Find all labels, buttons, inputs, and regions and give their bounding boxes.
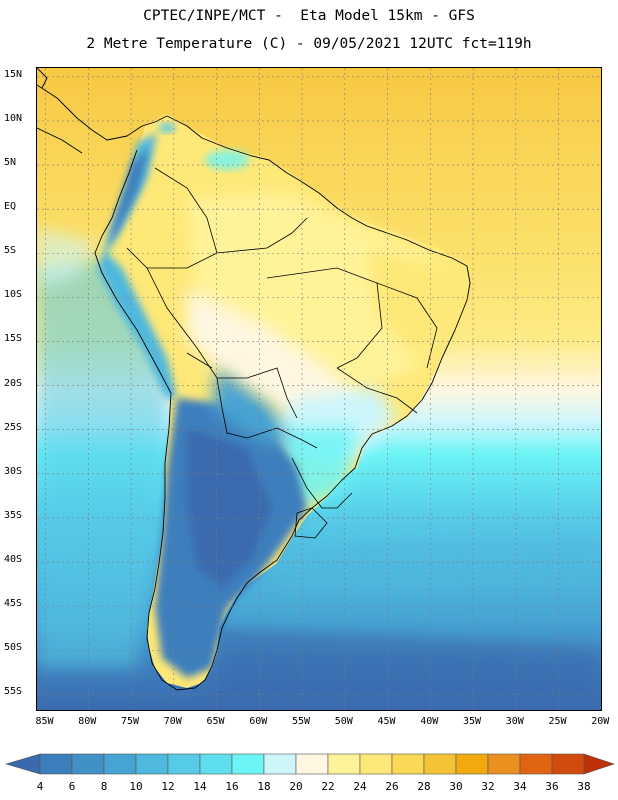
colorbar-swatch: [263, 753, 297, 775]
chart-subtitle: 2 Metre Temperature (C) - 09/05/2021 12U…: [86, 36, 532, 52]
colorbar-swatch: [135, 753, 169, 775]
lon-tick-label: 25W: [548, 716, 567, 727]
colorbar-label: 16: [225, 780, 238, 793]
colorbar-swatch: [487, 753, 521, 775]
colorbar-label: 10: [129, 780, 142, 793]
lon-tick-label: 35W: [463, 716, 482, 727]
lon-tick-label: 45W: [377, 716, 396, 727]
colorbar-label: 14: [193, 780, 207, 793]
lon-tick-label: 70W: [163, 716, 182, 727]
country-borders: [126, 167, 438, 539]
lon-tick-label: 30W: [505, 716, 524, 727]
colorbar-label: 24: [353, 780, 367, 793]
colorbar-label: 28: [417, 780, 430, 793]
colorbar-swatch: [391, 753, 425, 775]
temperature-map: [36, 67, 602, 711]
colorbar-label: 6: [69, 780, 76, 793]
lat-tick-label: 15N: [4, 68, 23, 80]
colorbar-label: 32: [481, 780, 494, 793]
lat-tick-label: EQ: [4, 201, 17, 213]
colorbar-label: 18: [257, 780, 270, 793]
colorbar-max-arrow: [583, 753, 615, 775]
lat-tick-label: 5S: [4, 245, 17, 257]
colorbar-label: 12: [161, 780, 174, 793]
lat-tick-label: 10S: [4, 289, 23, 301]
colorbar-swatch: [231, 753, 265, 775]
colorbar-swatch: [359, 753, 393, 775]
lat-tick-label: 5N: [4, 157, 17, 169]
lon-tick-label: 50W: [334, 716, 353, 727]
colorbar-label: 20: [289, 780, 302, 793]
colorbar-label: 26: [385, 780, 398, 793]
colorbar-swatch: [327, 753, 361, 775]
colorbar-label: 22: [321, 780, 334, 793]
lat-tick-label: 15S: [4, 333, 23, 345]
colorbar-label: 38: [577, 780, 590, 793]
lat-tick-label: 50S: [4, 642, 23, 654]
colorbar-swatch: [519, 753, 553, 775]
colorbar-min-arrow: [4, 753, 41, 775]
lat-tick-label: 30S: [4, 465, 23, 477]
lon-tick-label: 65W: [206, 716, 225, 727]
temperature-colorbar: 4 6 8 10 12 14 16 18 20 22 24 26 28 30 32 34 36 38: [4, 753, 615, 793]
lat-tick-label: 25S: [4, 421, 23, 433]
graticule: [37, 68, 601, 710]
colorbar-label: 8: [101, 780, 108, 793]
lat-tick-label: 35S: [4, 509, 23, 521]
lat-tick-label: 55S: [4, 686, 23, 698]
lon-tick-label: 40W: [420, 716, 439, 727]
lat-tick-label: 20S: [4, 377, 23, 389]
colorbar-swatch: [39, 753, 73, 775]
lon-tick-label: 75W: [121, 716, 140, 727]
colorbar-label: 30: [449, 780, 462, 793]
lat-tick-label: 10N: [4, 112, 23, 124]
colorbar-swatch: [551, 753, 585, 775]
colorbar-swatch: [199, 753, 233, 775]
lat-tick-label: 40S: [4, 554, 23, 566]
lon-tick-label: 60W: [249, 716, 268, 727]
chart-title: CPTEC/INPE/MCT - Eta Model 15km - GFS: [143, 8, 475, 24]
colorbar-swatch: [71, 753, 105, 775]
colorbar-swatch: [295, 753, 329, 775]
colorbar-label: 34: [513, 780, 527, 793]
colorbar-swatch: [423, 753, 457, 775]
continent-temperature-field: [95, 114, 469, 688]
lon-tick-label: 80W: [78, 716, 97, 727]
colorbar-swatch: [103, 753, 137, 775]
lat-tick-label: 45S: [4, 598, 23, 610]
colorbar-label: 36: [545, 780, 558, 793]
colorbar-swatch: [455, 753, 489, 775]
coastline: [37, 68, 471, 691]
lon-tick-label: 55W: [292, 716, 311, 727]
colorbar-swatch: [167, 753, 201, 775]
lon-tick-label: 85W: [35, 716, 54, 727]
lon-tick-label: 20W: [591, 716, 610, 727]
colorbar-label: 4: [37, 780, 44, 793]
